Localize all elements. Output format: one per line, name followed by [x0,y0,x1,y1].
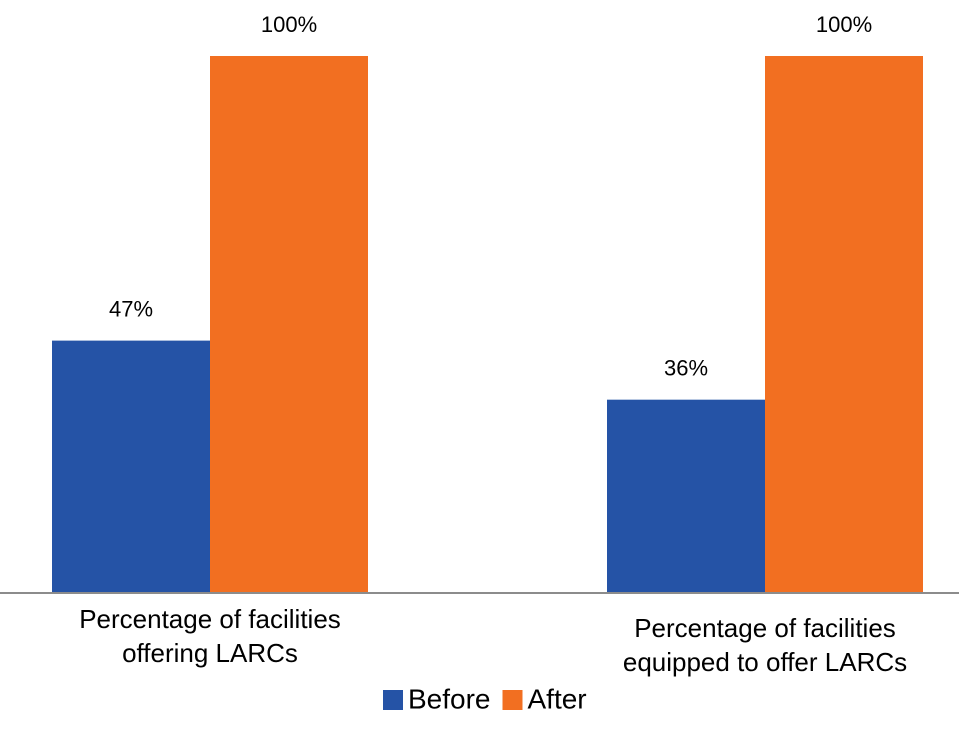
data-label: 100% [261,12,317,37]
bar [607,399,765,593]
legend-label: Before [408,683,491,714]
data-label: 36% [664,355,708,380]
legend-label: After [528,683,587,714]
bar [52,340,210,593]
data-label: 47% [109,296,153,321]
data-label: 100% [816,12,872,37]
legend-swatch [502,690,523,710]
x-tick-label: Percentage of facilities offering LARCs [79,604,341,668]
legend-swatch [383,690,403,710]
bar [210,56,368,593]
x-tick-label: Percentage of facilities equipped to off… [622,613,908,677]
bar [765,56,923,593]
